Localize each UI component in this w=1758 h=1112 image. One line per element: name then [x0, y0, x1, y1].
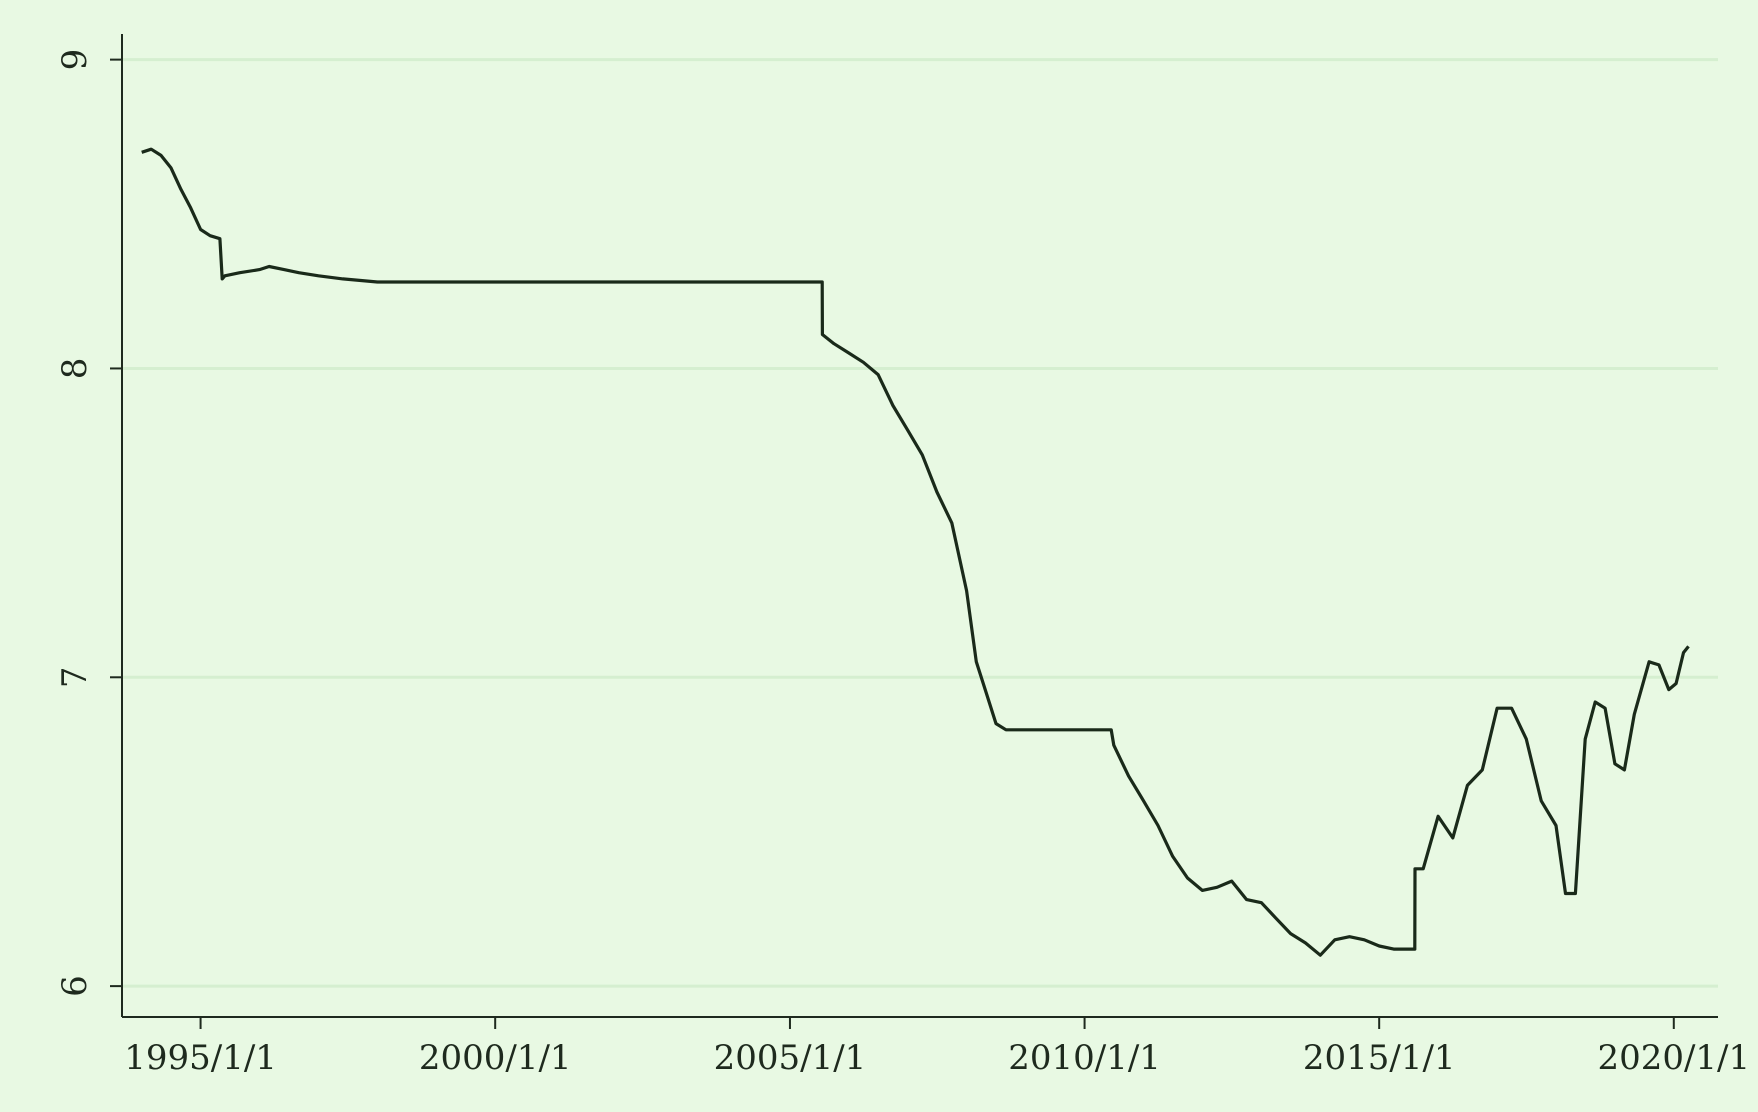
- series-line: [141, 147, 1690, 957]
- y-tick-label: 7: [55, 666, 95, 688]
- axes: [121, 34, 1718, 1018]
- x-tick-label: 2015/1/1: [1303, 1038, 1456, 1078]
- x-tick-label: 1995/1/1: [124, 1038, 277, 1078]
- x-ticks: 1995/1/1 2000/1/1 2005/1/1 2010/1/1 2015/1/1…: [124, 1017, 1750, 1078]
- y-tick-label: 9: [55, 49, 95, 71]
- y-ticks: 6 7 8 9: [55, 49, 122, 997]
- x-tick-label: 2000/1/1: [419, 1038, 572, 1078]
- x-tick-label: 2020/1/1: [1597, 1038, 1750, 1078]
- series-layer: [141, 147, 1690, 957]
- x-tick-label: 2010/1/1: [1008, 1038, 1161, 1078]
- y-tick-label: 6: [55, 975, 95, 997]
- gridlines: [122, 58, 1718, 988]
- y-tick-label: 8: [55, 358, 95, 380]
- x-tick-label: 2005/1/1: [714, 1038, 867, 1078]
